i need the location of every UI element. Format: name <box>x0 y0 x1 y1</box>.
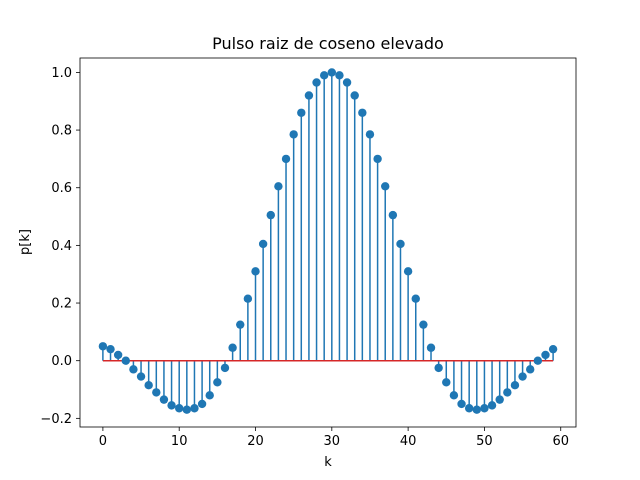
x-tick-label: 0 <box>99 434 107 449</box>
x-tick-label: 40 <box>400 434 417 449</box>
data-point <box>396 239 405 249</box>
data-point <box>266 210 275 220</box>
data-point <box>472 405 481 414</box>
data-point <box>350 91 359 100</box>
y-tick-label: 0.4 <box>51 239 72 254</box>
data-point <box>487 401 497 410</box>
data-point <box>526 365 535 374</box>
data-point <box>129 365 138 374</box>
data-point <box>312 78 321 87</box>
data-point <box>403 267 413 276</box>
data-point <box>464 404 474 413</box>
data-point <box>388 210 398 220</box>
data-point <box>304 91 314 100</box>
y-tick-label: −0.2 <box>40 412 72 427</box>
data-point <box>228 343 237 352</box>
data-point <box>121 356 130 365</box>
data-point <box>327 68 337 77</box>
x-tick-label: 50 <box>476 434 493 449</box>
y-tick-label: 0.2 <box>51 297 72 312</box>
data-point <box>190 404 199 413</box>
x-axis: 0 10 20 30 40 50 60 <box>99 427 569 449</box>
data-point <box>205 391 214 400</box>
data-point <box>182 405 192 414</box>
data-point <box>449 391 459 400</box>
data-point <box>342 78 352 87</box>
data-point <box>236 320 245 329</box>
data-point <box>159 395 169 404</box>
data-point <box>457 399 466 409</box>
x-tick-label: 10 <box>171 434 188 449</box>
data-point <box>289 130 298 139</box>
data-point <box>510 380 520 390</box>
data-point <box>365 130 375 139</box>
data-point <box>167 401 176 410</box>
data-point <box>426 343 436 352</box>
data-point <box>548 344 558 354</box>
data-point <box>297 108 306 117</box>
data-point <box>442 378 451 387</box>
data-point <box>503 388 512 397</box>
y-tick-label: 0.8 <box>51 124 72 139</box>
x-tick-label: 60 <box>552 434 569 449</box>
x-axis-label: k <box>324 455 332 470</box>
y-tick-label: 0.6 <box>51 181 72 196</box>
data-point <box>274 182 283 191</box>
y-axis-label: p[k] <box>18 229 33 255</box>
data-point <box>480 404 489 413</box>
data-point <box>175 404 184 413</box>
data-point <box>152 388 161 397</box>
data-point <box>358 108 367 117</box>
data-point <box>243 294 253 303</box>
data-point <box>518 372 527 381</box>
data-point <box>419 320 428 329</box>
data-point <box>381 182 390 191</box>
data-point <box>533 356 543 365</box>
x-tick-label: 30 <box>324 434 341 449</box>
data-point <box>220 363 230 373</box>
data-point <box>281 154 291 164</box>
data-point <box>251 267 260 276</box>
data-point <box>98 342 108 351</box>
axes-frame <box>79 57 577 428</box>
chart-title: Pulso raiz de coseno elevado <box>212 34 444 53</box>
data-point <box>213 378 222 387</box>
data-point <box>113 350 123 360</box>
data-point <box>258 239 268 249</box>
data-point <box>411 294 420 303</box>
plot-area <box>98 68 558 414</box>
y-tick-label: 0.0 <box>51 354 72 369</box>
x-tick-label: 20 <box>247 434 264 449</box>
data-point <box>136 372 146 381</box>
y-axis: −0.2 0.0 0.2 0.4 0.6 0.8 1.0 <box>40 66 80 427</box>
data-point <box>541 350 550 360</box>
data-point <box>319 71 329 80</box>
data-point <box>495 395 504 404</box>
data-point <box>335 71 344 80</box>
data-point <box>106 344 115 354</box>
y-tick-label: 1.0 <box>51 66 72 81</box>
data-point <box>144 380 153 390</box>
data-point <box>373 154 382 164</box>
data-point <box>197 399 207 409</box>
data-point <box>434 363 443 373</box>
